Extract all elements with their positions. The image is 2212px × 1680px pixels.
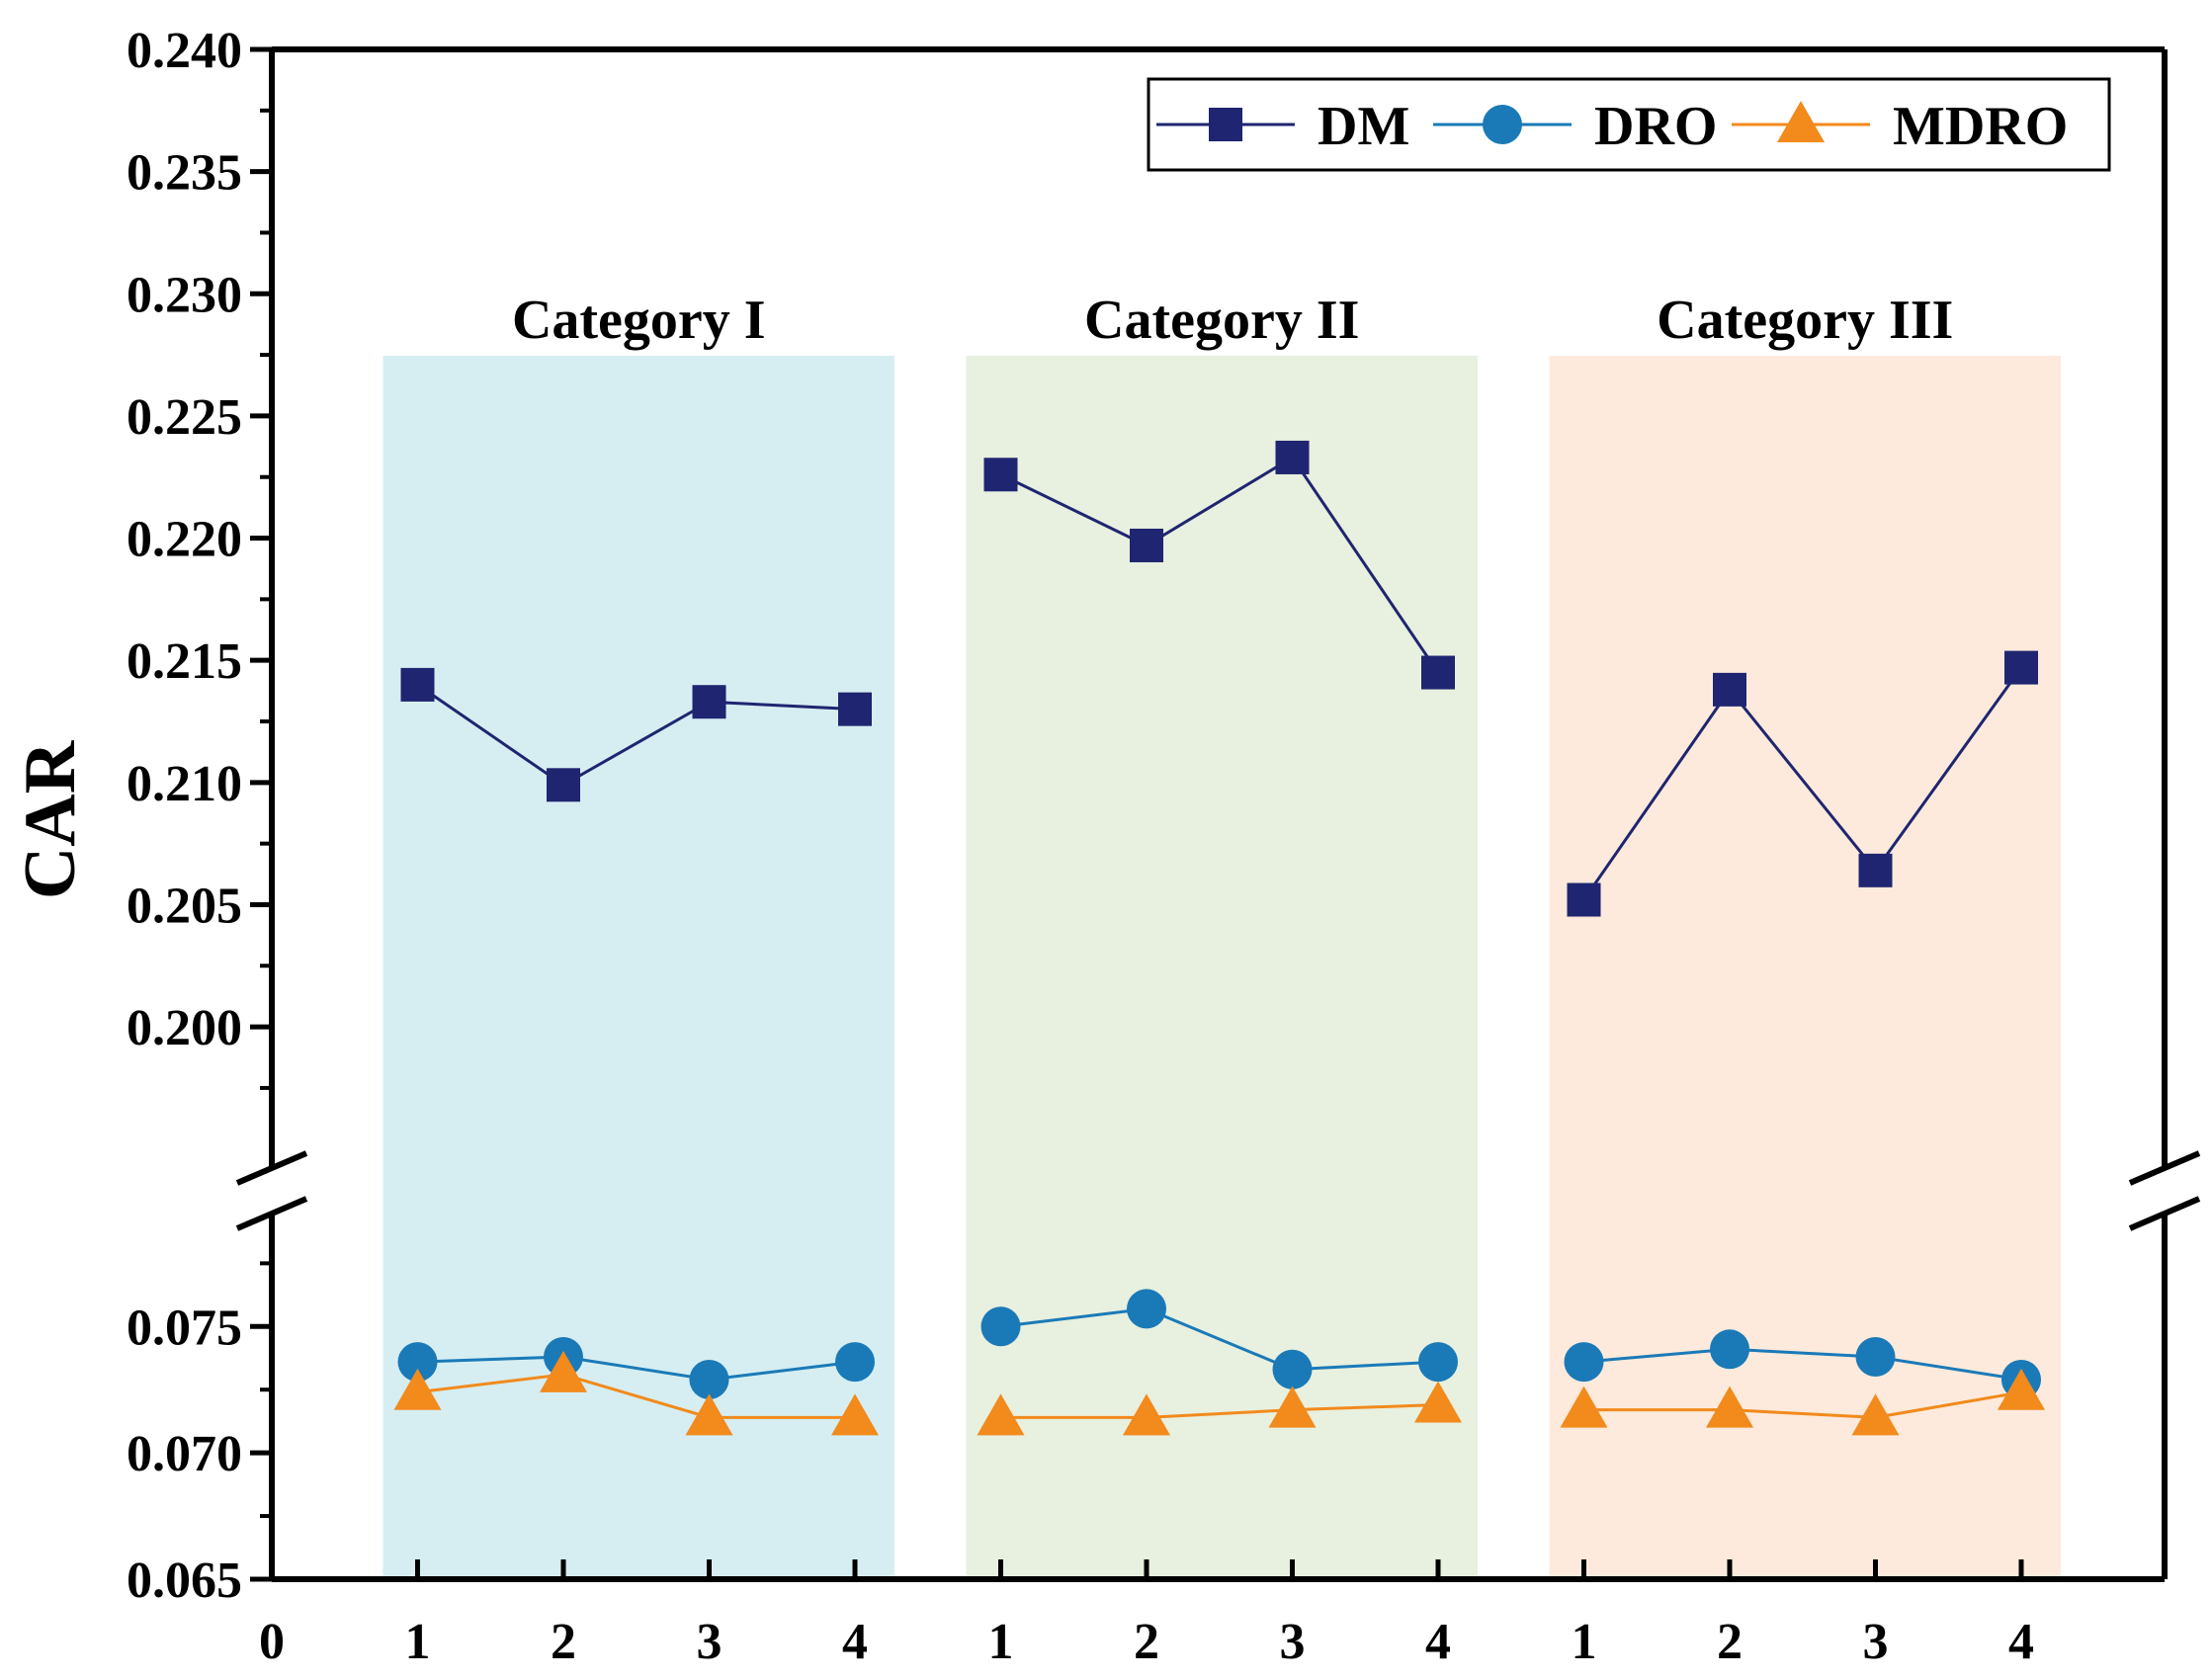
data-point-mdro-5	[977, 1393, 1025, 1436]
x-tick-label-12: 4	[2008, 1614, 2034, 1670]
x-tick-label-origin: 0	[259, 1614, 285, 1670]
x-tick-label-4: 4	[842, 1614, 868, 1670]
y-tick-label-0.215: 0.215	[127, 633, 242, 690]
x-tick-label-8: 4	[1425, 1614, 1451, 1670]
series-line-dro-group-3	[1583, 1347, 2022, 1382]
data-point-mdro-3	[685, 1393, 733, 1436]
data-point-dm-1	[400, 667, 435, 702]
legend-label-dro: DRO	[1594, 96, 1717, 157]
x-tick-label-1: 1	[405, 1614, 431, 1670]
data-point-mdro-9	[1560, 1386, 1608, 1428]
category-label-2: Category II	[1084, 290, 1359, 351]
series-line-dro-group-2	[1000, 1306, 1439, 1372]
data-point-mdro-2	[540, 1350, 587, 1392]
y-axis-title: CAR	[10, 739, 91, 899]
data-point-dm-8	[1421, 655, 1455, 690]
data-point-mdro-11	[1851, 1393, 1900, 1436]
data-point-dro-4	[835, 1342, 875, 1383]
data-point-dro-6	[1127, 1289, 1166, 1329]
series-lines	[416, 455, 2023, 1419]
axis-break-mark-left-1	[235, 1150, 308, 1186]
y-tick-label-0.200: 0.200	[127, 1000, 242, 1056]
data-point-dm-7	[1275, 440, 1310, 474]
category-band-3	[1549, 356, 2061, 1579]
series-markers	[393, 440, 2045, 1436]
category-band-1	[383, 356, 894, 1579]
y-tick-label-0.210: 0.210	[127, 756, 242, 812]
data-point-dm-12	[2004, 650, 2038, 685]
y-tick-label-0.070: 0.070	[127, 1426, 242, 1482]
category-backgrounds	[383, 356, 2061, 1579]
data-point-dm-6	[1130, 528, 1163, 562]
data-point-mdro-6	[1123, 1393, 1170, 1436]
x-tick-label-10: 2	[1717, 1614, 1743, 1670]
y-tick-label-0.225: 0.225	[127, 389, 242, 446]
x-tick-label-5: 1	[988, 1614, 1014, 1670]
data-point-dro-1	[397, 1342, 438, 1383]
axis-break-mark-left-2	[235, 1196, 308, 1231]
legend-box	[1147, 77, 2111, 172]
legend-marker-dm	[1209, 108, 1242, 141]
y-tick-label-0.065: 0.065	[127, 1553, 242, 1609]
axis-ticks: 0.200 0.205 0.210 0.215 0.220 0.225 0.230 0.235…	[127, 23, 2034, 1670]
category-label-1: Category I	[512, 290, 766, 351]
axis-break-mark-right-1	[2128, 1150, 2201, 1186]
data-point-dro-9	[1564, 1342, 1604, 1383]
y-tick-label-0.240: 0.240	[127, 23, 242, 79]
data-point-mdro-8	[1414, 1381, 1462, 1423]
data-point-dm-9	[1567, 882, 1601, 917]
legend-label-dm: DM	[1318, 96, 1409, 157]
series-line-mdro-group-1	[417, 1373, 855, 1419]
legend-marker-mdro	[1777, 101, 1825, 142]
x-tick-label-11: 3	[1863, 1614, 1889, 1670]
y-tick-label-0.220: 0.220	[127, 512, 242, 568]
data-point-dro-3	[689, 1359, 729, 1399]
category-labels: Category I Category II Category III	[512, 290, 1953, 351]
series-line-dm-group-2	[999, 455, 1440, 674]
series-line-dro-group-1	[417, 1355, 856, 1382]
x-tick-label-2: 2	[551, 1614, 576, 1670]
y-tick-label-0.230: 0.230	[127, 267, 242, 323]
data-point-mdro-10	[1706, 1386, 1753, 1428]
legend-label-mdro: MDRO	[1893, 96, 2068, 157]
y-tick-label-0.205: 0.205	[127, 878, 242, 934]
legend-marker-dro	[1483, 105, 1522, 144]
plot-frame	[235, 46, 2201, 1582]
data-point-dro-8	[1418, 1342, 1458, 1383]
data-point-dro-10	[1710, 1329, 1749, 1370]
series-line-mdro-group-2	[1000, 1403, 1439, 1419]
legend: DM DRO MDRO	[1147, 77, 2111, 172]
data-point-dm-2	[547, 768, 580, 802]
x-tick-label-6: 2	[1134, 1614, 1159, 1670]
category-band-2	[966, 356, 1478, 1579]
y-tick-label-0.075: 0.075	[127, 1300, 242, 1356]
axis-break-mark-right-2	[2128, 1196, 2201, 1231]
data-point-dm-5	[983, 458, 1018, 492]
y-tick-label-0.235: 0.235	[127, 145, 242, 202]
data-point-dro-7	[1272, 1349, 1313, 1389]
data-point-dro-11	[1855, 1336, 1896, 1377]
data-point-mdro-1	[393, 1368, 442, 1410]
series-line-dm-group-1	[416, 683, 856, 788]
data-point-mdro-4	[831, 1393, 879, 1436]
category-label-3: Category III	[1657, 290, 1953, 351]
data-point-dm-3	[692, 685, 726, 719]
x-tick-label-9: 1	[1572, 1614, 1597, 1670]
series-line-dm-group-3	[1582, 666, 2023, 901]
data-point-dm-4	[838, 692, 872, 726]
x-tick-label-3: 3	[697, 1614, 723, 1670]
data-point-mdro-12	[1998, 1368, 2045, 1410]
data-point-dro-5	[980, 1306, 1021, 1347]
x-tick-label-7: 3	[1280, 1614, 1306, 1670]
data-point-dm-11	[1858, 853, 1893, 887]
series-line-mdro-group-3	[1583, 1390, 2022, 1419]
data-point-mdro-7	[1268, 1386, 1317, 1428]
data-point-dm-10	[1713, 672, 1746, 707]
